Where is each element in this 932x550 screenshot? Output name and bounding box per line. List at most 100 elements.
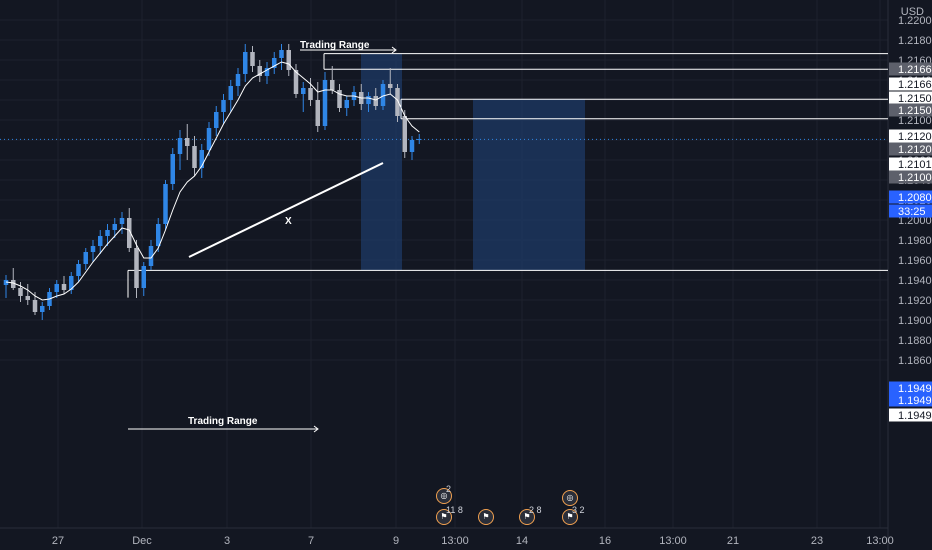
- candles-layer: [3, 44, 422, 320]
- event-count: 2: [446, 484, 452, 494]
- candle-body: [402, 116, 407, 152]
- price-label-bg: [889, 190, 932, 204]
- candle-body: [40, 306, 45, 312]
- x-tick-label: 13:00: [441, 535, 469, 547]
- y-tick-label: 1.22000: [898, 15, 932, 27]
- price-label-bg: [889, 142, 932, 156]
- candle-body: [257, 66, 262, 76]
- candle-body: [90, 246, 96, 252]
- trendline: [188, 162, 384, 258]
- candle-body: [134, 248, 139, 288]
- candle-body: [105, 230, 110, 236]
- horizontal-lines-layer: [0, 53, 888, 298]
- candle-body: [228, 86, 233, 100]
- x-tick-label: 23: [811, 535, 823, 547]
- zones-layer: [361, 53, 585, 271]
- price-label-bg: [889, 170, 932, 184]
- x-tick-label: 7: [308, 535, 314, 547]
- y-tick-label: 1.18800: [898, 335, 932, 347]
- candle-body: [330, 80, 335, 90]
- candle-body: [366, 96, 371, 104]
- candle-body: [344, 100, 349, 108]
- candle-body: [61, 284, 67, 290]
- y-tick-label: 1.18600: [898, 355, 932, 367]
- price-label: 33:25: [898, 206, 926, 218]
- x-tick-label: 16: [599, 535, 611, 547]
- event-count: 11 8: [446, 505, 463, 515]
- calendar-event-icon[interactable]: ◎: [562, 490, 578, 506]
- price-label: 1.19494: [898, 410, 932, 422]
- currency-label: USD: [900, 6, 924, 18]
- candle-body: [32, 300, 38, 312]
- price-label: 1.19496: [898, 383, 932, 395]
- y-tick-label: 1.19800: [898, 235, 932, 247]
- candle-body: [315, 100, 320, 126]
- price-label: 1.19495: [898, 395, 932, 407]
- candle-body: [141, 266, 146, 288]
- candle-body: [206, 128, 212, 150]
- price-label-bg: [889, 408, 932, 422]
- price-label: 1.21508: [898, 105, 932, 117]
- x-tick-label: 3: [224, 535, 230, 547]
- candle-body: [279, 50, 284, 58]
- candle-body: [235, 74, 241, 86]
- x-tick-label: Dec: [132, 535, 152, 547]
- price-label: 1.21664: [898, 64, 932, 76]
- time-axis[interactable]: 27 Dec 3 7 9 13:00 14 16 13:00 21 23 13:00: [52, 535, 894, 547]
- event-count: 3 2: [572, 505, 585, 515]
- candle-body: [286, 50, 291, 70]
- candle-body: [185, 138, 190, 146]
- price-label: 1.20806: [898, 192, 932, 204]
- x-tick-label: 13:00: [659, 535, 687, 547]
- candle-body: [199, 150, 204, 168]
- y-tick-label: 1.19400: [898, 275, 932, 287]
- candle-body: [417, 139, 422, 140]
- us-flag-icon[interactable]: ⚑: [478, 509, 494, 525]
- candle-body: [301, 88, 306, 94]
- price-label: 1.21664: [898, 79, 932, 91]
- price-label-bg: [889, 381, 932, 395]
- candle-body: [18, 288, 23, 296]
- y-tick-label: 1.20000: [898, 215, 932, 227]
- candle-body: [127, 218, 132, 248]
- price-label-bg: [889, 157, 932, 171]
- trading-range-label: Trading Range: [300, 40, 370, 51]
- candle-body: [380, 84, 386, 106]
- y-tick-label: 1.19600: [898, 255, 932, 267]
- candle-body: [388, 84, 393, 88]
- us-flag-icon[interactable]: ⚑: [562, 509, 578, 525]
- candle-body: [243, 52, 248, 74]
- us-flag-icon[interactable]: ⚑: [436, 509, 452, 525]
- y-tick-label: 1.19200: [898, 295, 932, 307]
- candle-body: [156, 224, 161, 246]
- price-label: 1.21206: [898, 144, 932, 156]
- y-tick-label: 1.19000: [898, 315, 932, 327]
- candle-body: [119, 218, 125, 224]
- price-label-bg: [889, 77, 932, 91]
- candle-body: [83, 252, 88, 264]
- price-label: 1.21009: [898, 172, 932, 184]
- us-flag-icon[interactable]: ⚑: [519, 509, 535, 525]
- candle-body: [69, 276, 74, 290]
- y-tick-label: 1.21000: [898, 115, 932, 127]
- trading-range-label: Trading Range: [188, 416, 258, 427]
- candle-body: [98, 236, 103, 246]
- annotations-layer: Trading Range Trading Range X: [128, 40, 397, 433]
- candle-body: [272, 58, 277, 68]
- candle-body: [214, 112, 219, 128]
- trendline-label: X: [285, 216, 292, 227]
- shaded-zone: [473, 99, 585, 271]
- candle-body: [337, 90, 342, 108]
- candle-body: [163, 184, 168, 224]
- x-tick-label: 14: [516, 535, 528, 547]
- calendar-event-icon[interactable]: ◎: [436, 488, 452, 504]
- price-labels-layer: 1.21664 1.21664 1.215081.21508 1.212071.212…: [889, 62, 932, 422]
- x-tick-label: 13:00: [866, 535, 894, 547]
- price-label-bg: [889, 91, 932, 105]
- x-tick-label: 27: [52, 535, 64, 547]
- candle-body: [264, 68, 270, 76]
- price-label-bg: [889, 129, 932, 143]
- candle-body: [250, 52, 255, 66]
- moving-average-layer: [5, 61, 420, 301]
